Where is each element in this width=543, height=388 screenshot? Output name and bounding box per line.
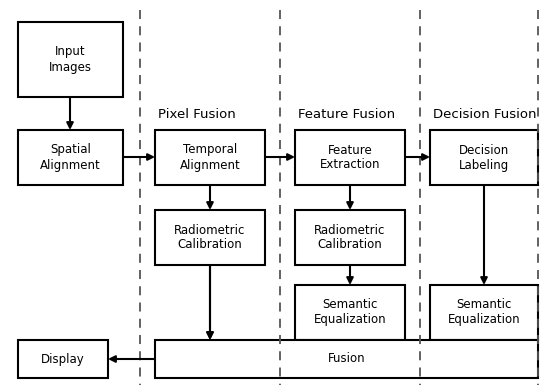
Text: Display: Display bbox=[41, 353, 85, 365]
Text: Fusion: Fusion bbox=[327, 353, 365, 365]
Text: Radiometric
Calibration: Radiometric Calibration bbox=[174, 223, 245, 251]
Bar bbox=[295, 130, 405, 185]
Text: Radiometric
Calibration: Radiometric Calibration bbox=[314, 223, 386, 251]
Bar bbox=[155, 130, 265, 185]
Text: Spatial
Alignment: Spatial Alignment bbox=[40, 144, 101, 171]
Text: Input
Images: Input Images bbox=[49, 45, 92, 73]
Bar bbox=[155, 340, 538, 378]
Text: Semantic
Equalization: Semantic Equalization bbox=[314, 298, 386, 326]
Text: Semantic
Equalization: Semantic Equalization bbox=[447, 298, 520, 326]
Bar bbox=[295, 210, 405, 265]
Text: Pixel Fusion: Pixel Fusion bbox=[158, 108, 236, 121]
Bar bbox=[155, 210, 265, 265]
Text: Temporal
Alignment: Temporal Alignment bbox=[180, 144, 241, 171]
Bar bbox=[430, 130, 538, 185]
Bar bbox=[295, 285, 405, 340]
Bar bbox=[18, 130, 123, 185]
Text: Decision
Labeling: Decision Labeling bbox=[459, 144, 509, 171]
Bar bbox=[18, 22, 123, 97]
Bar bbox=[430, 285, 538, 340]
Text: Decision Fusion: Decision Fusion bbox=[433, 108, 536, 121]
Text: Feature
Extraction: Feature Extraction bbox=[320, 144, 380, 171]
Bar bbox=[18, 340, 108, 378]
Text: Feature Fusion: Feature Fusion bbox=[298, 108, 395, 121]
